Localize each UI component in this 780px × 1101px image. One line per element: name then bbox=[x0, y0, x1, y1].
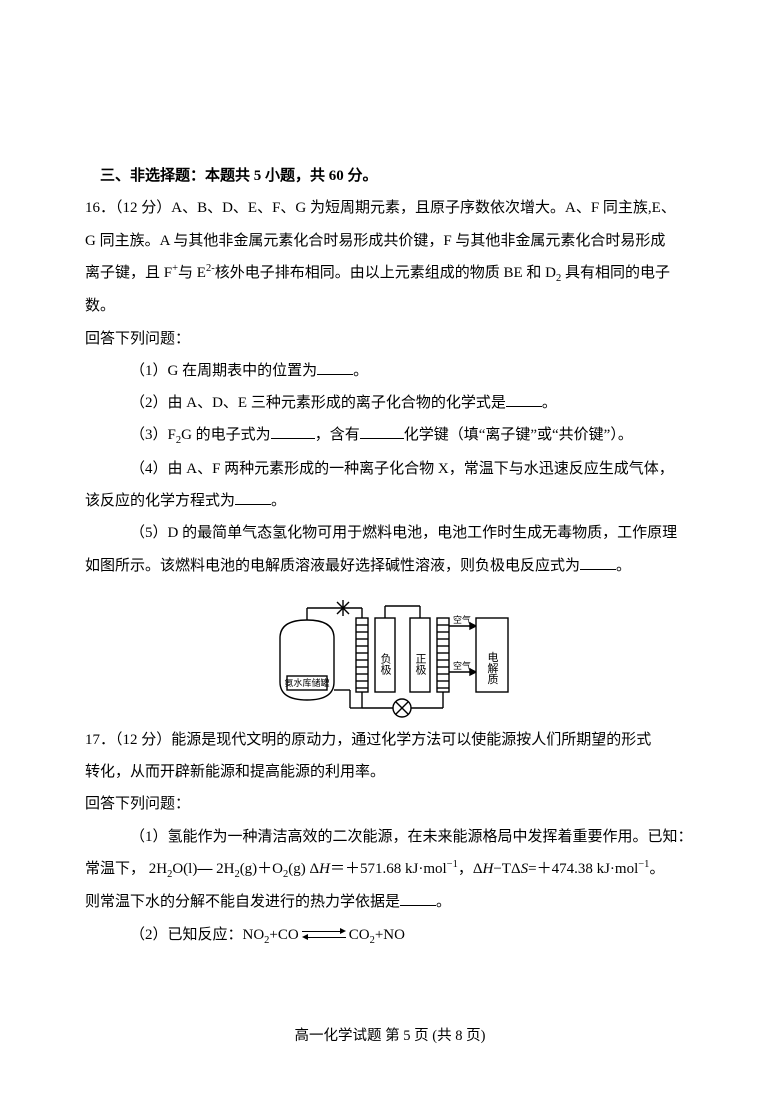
text: ＝＋571.68 kJ·mol bbox=[330, 861, 447, 877]
text: (g)＋O bbox=[240, 861, 283, 877]
blank bbox=[235, 489, 271, 505]
q17-p1b: 常温下， 2H2O(l)— 2H2(g)＋O2(g) ΔH＝＋571.68 kJ… bbox=[85, 853, 705, 887]
text: 2H bbox=[212, 861, 234, 877]
air2-label: 空气 bbox=[453, 660, 471, 671]
q17-answer-prompt: 回答下列问题： bbox=[85, 788, 705, 820]
q16-intro-line4: 数。 bbox=[85, 290, 705, 322]
text: O(l) bbox=[172, 861, 197, 877]
q17-intro-a: 17．（12 分）能源是现代文明的原动力，通过化学方法可以使能源按人们所期望的形… bbox=[85, 724, 705, 756]
q16-answer-prompt: 回答下列问题： bbox=[85, 323, 705, 355]
sup: −1 bbox=[447, 859, 458, 870]
q16-p5b: 如图所示。该燃料电池的电解质溶液最好选择碱性溶液，则负极电反应式为 。 bbox=[85, 550, 705, 582]
q16-intro-line1: 16．（12 分）A、B、D、E、F、G 为短周期元素，且原子序数依次增大。A、… bbox=[85, 192, 705, 224]
italic-S: S bbox=[521, 861, 529, 877]
text: G 的电子式为 bbox=[181, 427, 271, 443]
text: 则常温下水的分解不能自发进行的热力学依据是 bbox=[85, 894, 400, 910]
text: 离子键，且 F bbox=[85, 265, 172, 281]
q16-p4b: 该反应的化学方程式为 。 bbox=[85, 485, 705, 517]
text: +CO bbox=[269, 927, 298, 943]
text: −TΔ bbox=[493, 861, 520, 877]
text: 与 E bbox=[178, 265, 206, 281]
text: （3）F bbox=[130, 427, 176, 443]
text: 。 bbox=[353, 363, 368, 379]
text: 。 bbox=[542, 395, 557, 411]
blank bbox=[360, 423, 404, 439]
blank bbox=[580, 554, 616, 570]
q16-p1: （1）G 在周期表中的位置为 。 bbox=[85, 355, 705, 387]
q17-intro-b: 转化，从而开辟新能源和提高能源的利用率。 bbox=[85, 756, 705, 788]
tank-label: 氨水库储罐 bbox=[284, 677, 329, 688]
text: 该反应的化学方程式为 bbox=[85, 493, 235, 509]
blank bbox=[271, 423, 315, 439]
text: 常温下， 2H bbox=[85, 861, 167, 877]
blank bbox=[400, 890, 436, 906]
text: ，Δ bbox=[458, 861, 483, 877]
text: （2）已知反应：NO bbox=[130, 927, 264, 943]
text: (g) Δ bbox=[288, 861, 319, 877]
text: （1）G 在周期表中的位置为 bbox=[130, 363, 317, 379]
q16-p3: （3）F2G 的电子式为，含有化学键（填“离子键”或“共价键”）。 bbox=[85, 419, 705, 453]
dash: — bbox=[197, 861, 212, 877]
pos-label: 正极 bbox=[414, 653, 427, 676]
sup: 2- bbox=[206, 263, 215, 274]
italic-H: H bbox=[319, 861, 330, 877]
text: 。 bbox=[436, 894, 451, 910]
page-footer: 高一化学试题 第 5 页 (共 8 页) bbox=[0, 1024, 780, 1045]
text: 具有相同的电子 bbox=[561, 265, 670, 281]
text: 核外电子排布相同。由以上元素组成的物质 BE 和 D bbox=[215, 265, 556, 281]
text: 化学键（填“离子键”或“共价键”）。 bbox=[404, 427, 633, 443]
text: 如图所示。该燃料电池的电解质溶液最好选择碱性溶液，则负极电反应式为 bbox=[85, 558, 580, 574]
q17-p1a: （1）氢能作为一种清洁高效的二次能源，在未来能源格局中发挥着重要作用。已知： bbox=[85, 821, 705, 853]
q16-intro-line3: 离子键，且 F+与 E2-核外电子排布相同。由以上元素组成的物质 BE 和 D2… bbox=[85, 257, 705, 291]
q16-p4a: （4）由 A、F 两种元素形成的一种离子化合物 X，常温下与水迅速反应生成气体， bbox=[85, 453, 705, 485]
air1-label: 空气 bbox=[453, 614, 471, 625]
text: （2）由 A、D、E 三种元素形成的离子化合物的化学式是 bbox=[130, 395, 506, 411]
text: 。 bbox=[271, 493, 286, 509]
section-title: 三、非选择题：本题共 5 小题，共 60 分。 bbox=[85, 160, 705, 192]
blank bbox=[317, 359, 353, 375]
fuel-cell-diagram: 氨水库储罐 负极 正极 电解质 空气 空气 bbox=[85, 590, 705, 720]
q16-intro-line2: G 同主族。A 与其他非金属元素化合时易形成共价键，F 与其他非金属元素化合时易… bbox=[85, 225, 705, 257]
neg-label: 负极 bbox=[379, 652, 392, 676]
electrolyte-label: 电解质 bbox=[486, 651, 499, 684]
q17-p1c: 则常温下水的分解不能自发进行的热力学依据是 。 bbox=[85, 886, 705, 918]
italic-H: H bbox=[483, 861, 494, 877]
text: =＋474.38 kJ·mol bbox=[528, 861, 638, 877]
blank bbox=[506, 391, 542, 407]
text: CO bbox=[349, 927, 370, 943]
q17-p2: （2）已知反应：NO2+COCO2+NO bbox=[85, 919, 705, 953]
sup: −1 bbox=[638, 859, 649, 870]
q16-p5a: （5）D 的最简单气态氢化物可用于燃料电池，电池工作时生成无毒物质，工作原理 bbox=[85, 517, 705, 549]
q16-p2: （2）由 A、D、E 三种元素形成的离子化合物的化学式是 。 bbox=[85, 387, 705, 419]
text: 。 bbox=[649, 861, 664, 877]
text: +NO bbox=[375, 927, 405, 943]
text: ，含有 bbox=[315, 427, 360, 443]
equilibrium-arrow-icon bbox=[302, 930, 346, 940]
text: 。 bbox=[616, 558, 631, 574]
